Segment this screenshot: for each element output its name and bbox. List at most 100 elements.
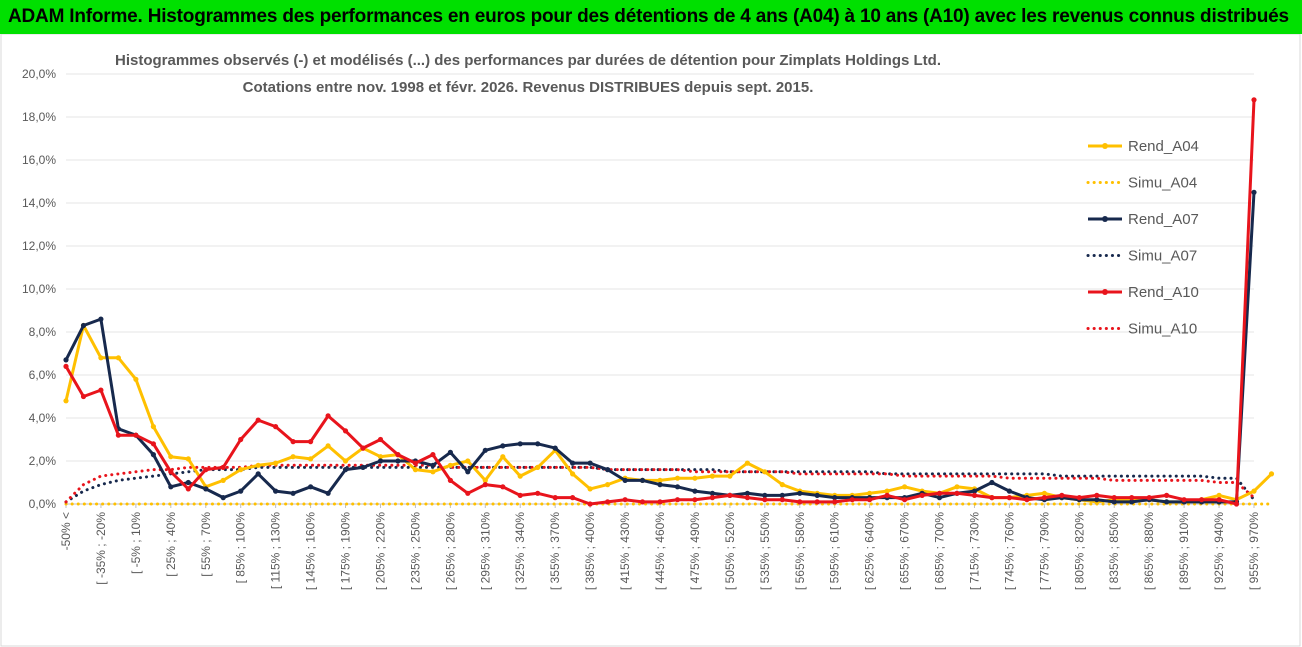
y-tick-label: 18,0% [22,110,56,124]
series-point-rend-a04 [465,458,471,464]
series-point-rend-a04 [884,488,890,494]
x-tick-label: [ 835% ; 850% [1107,512,1121,590]
series-point-rend-a07 [587,460,593,466]
series-point-rend-a10 [605,499,611,505]
series-point-rend-a10 [727,492,733,498]
series-point-rend-a10 [832,499,838,505]
series-point-rend-a07 [395,458,401,464]
x-tick-label: [ 925% ; 940% [1212,512,1226,590]
series-point-rend-a07 [1094,497,1100,503]
series-point-rend-a10 [430,452,436,458]
y-tick-label: 10,0% [22,282,56,296]
series-point-rend-a04 [657,477,663,483]
x-tick-label: [ 775% ; 790% [1037,512,1051,590]
series-point-rend-a10 [377,436,384,443]
series-point-rend-a10 [919,492,925,498]
x-tick-label: [ 625% ; 640% [863,512,877,590]
series-point-rend-a04 [570,471,576,477]
x-tick-label: [ 415% ; 430% [618,512,632,590]
series-point-rend-a10 [185,486,191,492]
series-point-rend-a10 [954,490,960,496]
series-point-rend-a10 [1199,497,1205,503]
x-tick-label: [ 805% ; 820% [1072,512,1086,590]
series-point-rend-a10 [360,445,366,451]
series-point-rend-a04 [482,477,488,483]
legend-label-rend-a04: Rend_A04 [1128,138,1199,155]
series-point-rend-a10 [1094,492,1100,498]
series-point-rend-a10 [63,363,69,369]
series-point-rend-a04 [902,484,908,490]
series-point-rend-a04 [727,473,733,479]
x-tick-label: [ -5% ; 10% [129,512,143,574]
series-point-rend-a07 [832,495,838,501]
series-point-rend-a07 [203,486,209,492]
x-tick-label: [ 745% ; 760% [1002,512,1016,590]
series-point-rend-a07 [1111,499,1117,505]
series-point-rend-a04 [605,482,611,488]
series-point-rend-a04 [185,456,191,462]
x-tick-label: -50% < [59,512,73,550]
series-point-rend-a07 [63,357,69,363]
series-point-rend-a04 [430,469,436,475]
histogram-chart: Histogrammes observés (-) et modélisés (… [0,34,1301,647]
series-point-rend-a10 [570,495,576,501]
series-point-rend-a07 [657,482,663,488]
series-point-rend-a10 [220,464,226,470]
series-point-rend-a10 [325,413,331,419]
x-tick-label: [ 535% ; 550% [758,512,772,590]
x-tick-label: [ 175% ; 190% [339,512,353,590]
series-point-rend-a04 [744,460,751,466]
series-point-rend-a10 [535,490,541,496]
y-tick-label: 16,0% [22,153,56,167]
x-axis: -50% < [ -35% ; -20% [ -5% ; 10% [ 25% ; 40… [59,504,1261,590]
legend-label-simu-a04: Simu_A04 [1128,175,1197,192]
series-point-rend-a04 [517,473,523,479]
report-banner-title: ADAM Informe. Histogrammes des performan… [8,6,1289,27]
series-point-rend-a07 [482,447,488,453]
series-point-rend-a10 [1059,492,1065,498]
series-point-rend-a04 [308,456,314,462]
series-point-rend-a10 [936,490,943,496]
series-point-rend-a10 [552,495,558,501]
series-point-rend-a07 [255,471,261,477]
series-point-rend-a10 [465,490,471,496]
series-point-rend-a07 [989,479,995,486]
x-tick-label: [ 895% ; 910% [1177,512,1191,590]
x-tick-label: [ 865% ; 880% [1142,512,1156,590]
series-point-rend-a07 [465,469,471,475]
x-tick-label: [ 505% ; 520% [723,512,737,590]
chart-subtitle: Cotations entre nov. 1998 et févr. 2026.… [243,79,814,96]
series-point-rend-a10 [1111,495,1117,501]
series-point-rend-a07 [325,490,331,496]
legend-marker-rend-a10 [1102,289,1108,295]
series-point-rend-a04 [115,355,121,361]
series-point-rend-a10 [1041,495,1047,501]
series-point-rend-a10 [797,499,803,505]
chart-title: Histogrammes observés (-) et modélisés (… [115,52,941,69]
series-point-rend-a10 [203,467,209,473]
series-point-rend-a07 [517,441,523,447]
series-point-rend-a07 [779,492,785,498]
x-tick-label: [ 655% ; 670% [898,512,912,590]
series-point-rend-a10 [1146,495,1152,501]
series-point-rend-a10 [849,497,855,503]
x-tick-label: [ 595% ; 610% [828,512,842,590]
series-point-rend-a04 [377,454,384,460]
x-tick-label: [ 445% ; 460% [653,512,667,590]
series-point-rend-a07 [762,492,768,498]
x-tick-label: [ 205% ; 220% [373,512,387,590]
legend: Rend_A04 Simu_A04 Rend_A07 Simu_A07 Rend_A10… [1086,138,1199,338]
series-point-rend-a07 [709,490,716,496]
series-point-rend-a10 [273,424,279,430]
series-point-rend-a07 [570,460,576,466]
series-point-rend-a07 [1251,189,1257,195]
series-point-rend-a04 [273,460,279,466]
series-point-rend-a07 [674,484,681,490]
series-point-rend-a07 [1129,499,1135,505]
series-point-rend-a10 [395,452,401,458]
x-tick-label: [ 715% ; 730% [967,512,981,590]
series-point-rend-a10 [133,432,139,438]
series-point-rend-a04 [220,477,226,483]
y-tick-label: 12,0% [22,239,56,253]
series-point-rend-a07 [622,477,628,483]
